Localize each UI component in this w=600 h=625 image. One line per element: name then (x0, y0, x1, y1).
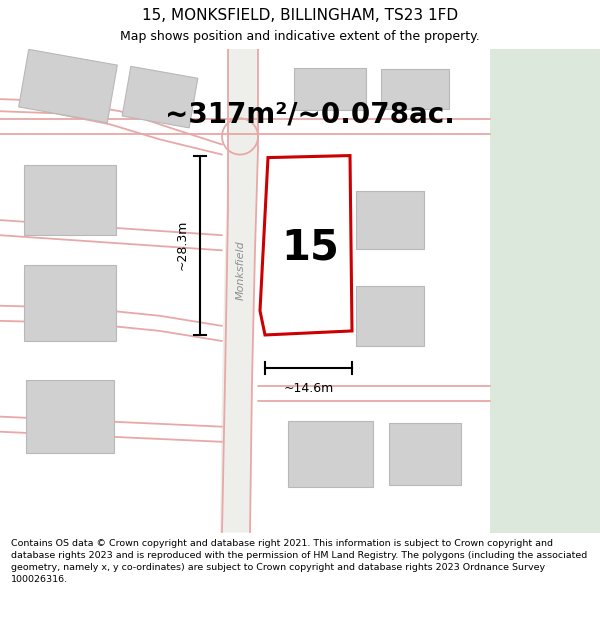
Polygon shape (356, 286, 424, 346)
Polygon shape (26, 381, 114, 453)
Text: Contains OS data © Crown copyright and database right 2021. This information is : Contains OS data © Crown copyright and d… (11, 539, 587, 584)
Polygon shape (381, 69, 449, 109)
Polygon shape (270, 169, 344, 325)
Polygon shape (356, 191, 424, 249)
Text: ~28.3m: ~28.3m (176, 220, 188, 271)
Text: ~317m²/~0.078ac.: ~317m²/~0.078ac. (165, 100, 455, 128)
Text: 15, MONKSFIELD, BILLINGHAM, TS23 1FD: 15, MONKSFIELD, BILLINGHAM, TS23 1FD (142, 8, 458, 23)
Polygon shape (19, 49, 118, 122)
Bar (490, 49, 600, 532)
Polygon shape (287, 421, 373, 487)
Polygon shape (24, 164, 116, 235)
Polygon shape (389, 422, 461, 485)
Text: ~14.6m: ~14.6m (283, 382, 334, 395)
Text: 15: 15 (281, 226, 339, 268)
Polygon shape (24, 265, 116, 341)
Polygon shape (122, 66, 198, 128)
Polygon shape (220, 49, 258, 532)
Polygon shape (260, 156, 352, 335)
Text: Monksfield: Monksfield (236, 241, 246, 301)
Text: Map shows position and indicative extent of the property.: Map shows position and indicative extent… (120, 30, 480, 43)
Polygon shape (294, 68, 366, 110)
